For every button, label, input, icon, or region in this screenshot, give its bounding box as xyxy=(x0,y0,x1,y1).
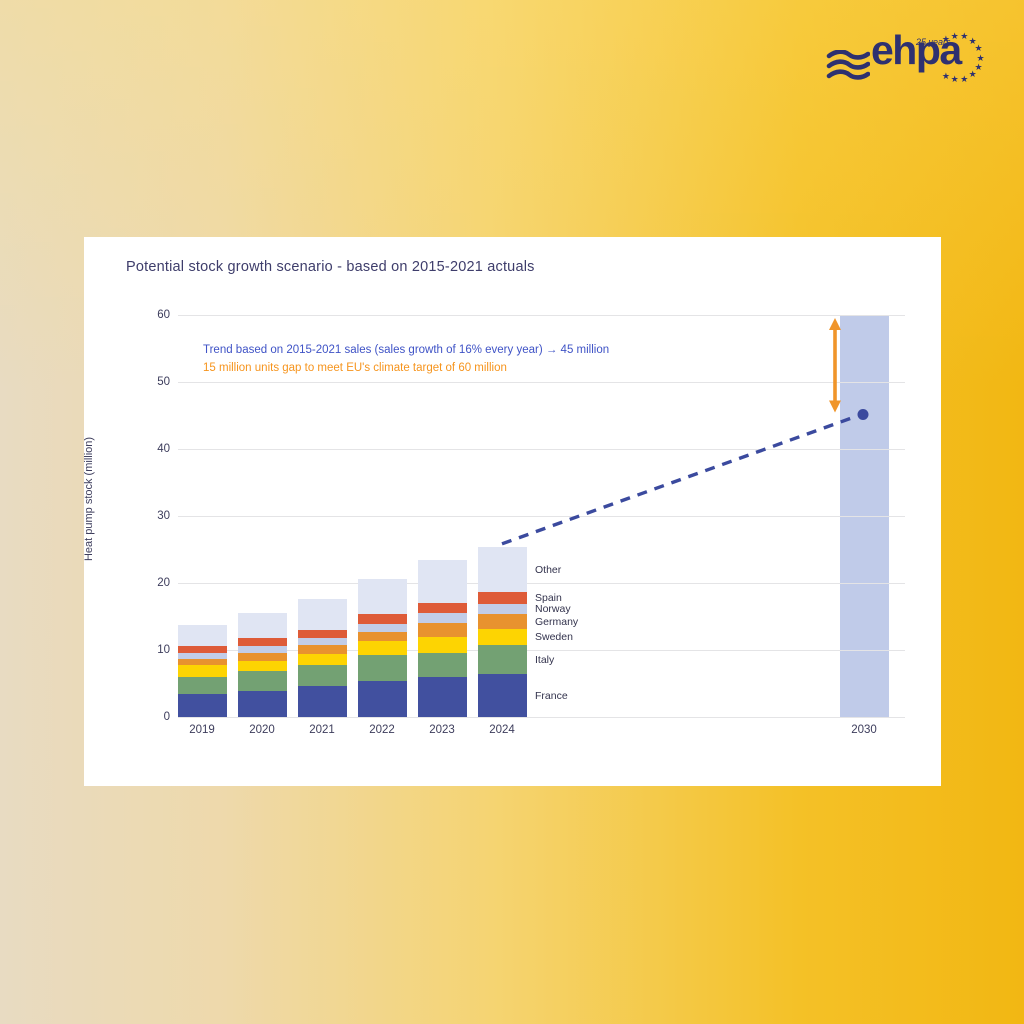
bar-segment-sweden-2022 xyxy=(357,641,407,656)
bar-segment-norway-2019 xyxy=(177,652,227,659)
chart-card: Potential stock growth scenario - based … xyxy=(83,237,941,786)
eu-star-icon: ★ xyxy=(976,52,985,63)
bar-segment-norway-2024 xyxy=(477,604,527,615)
bar-segment-other-2019 xyxy=(177,625,227,646)
bar-segment-france-2024 xyxy=(477,674,527,717)
bar-segment-spain-2020 xyxy=(237,637,287,646)
bar-segment-germany-2021 xyxy=(297,644,347,654)
bar-segment-other-2023 xyxy=(417,560,467,604)
x-tick-label-2019: 2019 xyxy=(189,724,215,736)
country-label-other: Other xyxy=(535,563,562,576)
eu-star-icon: ★ xyxy=(974,61,983,72)
x-tick-label-2022: 2022 xyxy=(369,724,395,736)
x-tick-label-2023: 2023 xyxy=(429,724,455,736)
bar-segment-italy-2023 xyxy=(417,652,467,678)
bar-segment-italy-2021 xyxy=(297,665,347,686)
bar-segment-germany-2023 xyxy=(417,622,467,638)
bar-segment-italy-2019 xyxy=(177,676,227,694)
eu-star-icon: ★ xyxy=(968,69,977,80)
eu-star-icon: ★ xyxy=(974,43,983,54)
bar-segment-germany-2019 xyxy=(177,658,227,666)
bar-segment-norway-2020 xyxy=(237,645,287,653)
bar-segment-spain-2019 xyxy=(177,645,227,653)
x-tick-label-2024: 2024 xyxy=(489,724,515,736)
gridline xyxy=(178,650,905,651)
gridline xyxy=(178,449,905,450)
gridline xyxy=(178,382,905,383)
eu-star-icon: ★ xyxy=(941,70,950,81)
bar-segment-germany-2020 xyxy=(237,652,287,661)
bar-segment-france-2020 xyxy=(237,690,287,717)
bar-segment-sweden-2021 xyxy=(297,654,347,666)
bar-segment-sweden-2019 xyxy=(177,665,227,677)
y-tick-label: 30 xyxy=(157,510,170,522)
chart-title: Potential stock growth scenario - based … xyxy=(126,259,535,275)
eu-star-icon: ★ xyxy=(968,35,977,46)
gridline xyxy=(178,516,905,517)
bar-segment-sweden-2023 xyxy=(417,637,467,653)
bar-segment-other-2024 xyxy=(477,546,527,593)
x-tick-label-2030: 2030 xyxy=(851,724,877,736)
bar-segment-france-2023 xyxy=(417,677,467,717)
bar-segment-italy-2022 xyxy=(357,655,407,681)
bar-segment-france-2022 xyxy=(357,680,407,717)
ehpa-logo: ehpa 25 years ★ ★ ★ ★ ★ ★ ★ ★ ★ ★ ★ xyxy=(824,26,994,96)
eu-star-icon: ★ xyxy=(950,30,959,41)
bar-segment-spain-2022 xyxy=(357,614,407,624)
gridline xyxy=(178,717,905,718)
bar-segment-spain-2021 xyxy=(297,629,347,638)
logo-wordmark: ehpa xyxy=(871,27,962,73)
eu-star-icon: ★ xyxy=(960,73,969,84)
trend-dashed-line xyxy=(501,415,854,546)
y-tick-label: 0 xyxy=(163,711,170,723)
bar-segment-other-2021 xyxy=(297,599,347,630)
bar-segment-spain-2023 xyxy=(417,603,467,614)
bar-segment-sweden-2024 xyxy=(477,629,527,646)
bar-segment-germany-2022 xyxy=(357,631,407,642)
eu-star-icon: ★ xyxy=(960,31,969,42)
bar-segment-norway-2021 xyxy=(297,637,347,645)
bar-segment-italy-2020 xyxy=(237,671,287,691)
bar-segment-france-2021 xyxy=(297,685,347,717)
gridline xyxy=(178,315,905,316)
bar-segment-norway-2022 xyxy=(357,623,407,632)
y-tick-label: 10 xyxy=(157,644,170,656)
y-tick-label: 40 xyxy=(157,443,170,455)
country-label-france: France xyxy=(535,689,568,702)
bar-segment-italy-2024 xyxy=(477,645,527,675)
bar-segment-germany-2024 xyxy=(477,614,527,630)
bar-segment-norway-2023 xyxy=(417,613,467,623)
eu-star-icon: ★ xyxy=(941,34,950,45)
eu-star-icon: ★ xyxy=(950,74,959,85)
logo-tagline: 25 years xyxy=(916,37,951,47)
bar-segment-other-2020 xyxy=(237,613,287,638)
annotation-trend_label: Trend based on 2015-2021 sales (sales gr… xyxy=(203,344,610,356)
annotation-gap_label: 15 million units gap to meet EU's climat… xyxy=(203,362,507,374)
waves-icon xyxy=(826,50,870,80)
x-tick-label-2020: 2020 xyxy=(249,724,275,736)
y-axis-label: Heat pump stock (million) xyxy=(83,436,95,562)
y-tick-label: 20 xyxy=(157,577,170,589)
country-label-germany: Germany xyxy=(535,615,579,628)
y-tick-label: 50 xyxy=(157,376,170,388)
gridline xyxy=(178,583,905,584)
bar-segment-other-2022 xyxy=(357,578,407,615)
bar-segment-sweden-2020 xyxy=(237,660,287,672)
country-label-italy: Italy xyxy=(535,653,555,666)
bar-segment-france-2019 xyxy=(177,693,227,717)
country-label-sweden: Sweden xyxy=(535,631,573,644)
y-tick-label: 60 xyxy=(157,309,170,321)
country-label-norway: Norway xyxy=(535,603,571,616)
x-tick-label-2021: 2021 xyxy=(309,724,335,736)
country-label-spain: Spain xyxy=(535,592,562,605)
bar-segment-spain-2024 xyxy=(477,592,527,605)
